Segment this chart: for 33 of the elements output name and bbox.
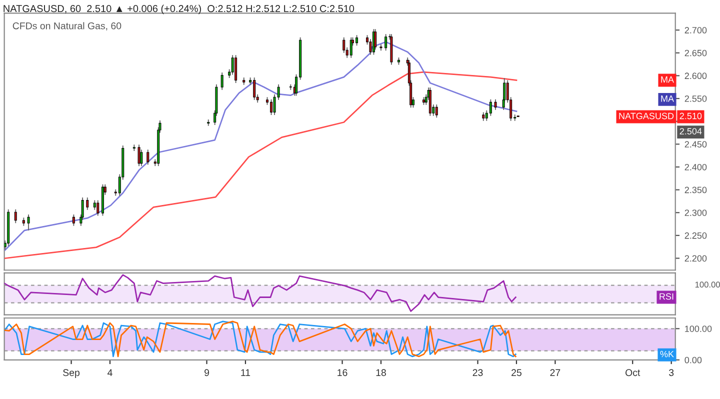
x-tick-label: 25 bbox=[512, 369, 522, 376]
y-tick-label: 2.250 bbox=[684, 232, 707, 239]
annotation: MA bbox=[661, 76, 674, 83]
y-tick-label: 2.600 bbox=[684, 72, 707, 80]
annotation: RSI bbox=[660, 293, 674, 300]
x-tick-label: 23 bbox=[472, 369, 483, 376]
y-tick-label: 2.400 bbox=[684, 164, 707, 170]
x-tick-label: 3 bbox=[668, 369, 674, 376]
y-tick-label: 2.550 bbox=[684, 95, 707, 102]
y-tick-label: 0.00 bbox=[684, 356, 702, 364]
annotation: NATGASUSD bbox=[619, 112, 674, 120]
x-tick-label: 4 bbox=[107, 369, 112, 376]
text: 100.00 bbox=[695, 282, 720, 288]
y-tick-label: 2.200 bbox=[684, 255, 707, 262]
y-tick-label: 100.00 bbox=[685, 326, 712, 332]
y-tick-label: 2.650 bbox=[684, 50, 707, 56]
text: 2.510 bbox=[680, 112, 702, 120]
x-tick-label: 16 bbox=[338, 369, 348, 376]
x-tick-label: 9 bbox=[204, 369, 210, 376]
y-tick-label: 2.700 bbox=[684, 27, 707, 34]
x-tick-label: Sep bbox=[63, 369, 80, 378]
chart-subtitle: NATGASUSD, 60 2.510 ▲ +0.006 (+0.24%) O:2.512 H:2.512 L:2.510 C:2.510 bbox=[4, 4, 354, 14]
y-tick-label: 2.450 bbox=[684, 141, 707, 148]
annotation: MA bbox=[661, 96, 674, 102]
y-tick-label: 2.350 bbox=[684, 186, 707, 194]
y-tick-label: 2.300 bbox=[684, 210, 707, 216]
x-tick-label: Oct bbox=[626, 369, 640, 376]
x-tick-label: 27 bbox=[550, 369, 560, 376]
x-tick-label: 11 bbox=[241, 369, 250, 376]
text: 2.504 bbox=[680, 128, 702, 134]
x-tick-label: 18 bbox=[376, 369, 386, 376]
text: CFDs on Natural Gas, 60 bbox=[12, 22, 122, 30]
annotation: %K bbox=[660, 350, 674, 358]
